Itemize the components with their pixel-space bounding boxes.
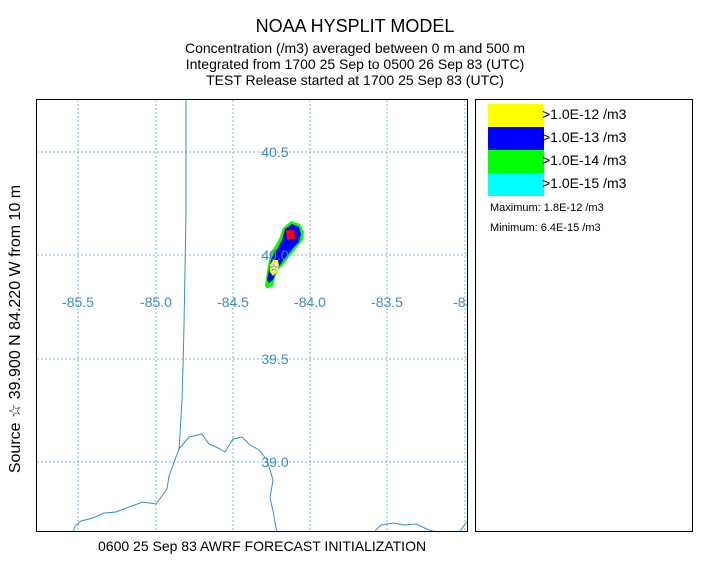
legend-label: >1.0E-14 /m3 <box>542 152 627 168</box>
forecast-initialization-label: 0600 25 Sep 83 AWRF FORECAST INITIALIZAT… <box>98 538 427 554</box>
concentration-maximum <box>286 230 295 240</box>
legend-swatch-blue <box>488 127 544 150</box>
source-star-icon: ☆ <box>270 263 279 274</box>
ohio-river-west <box>73 448 180 531</box>
concentration-map: 40.5 40.0 39.5 39.0 -85.5 -85.0 -84.5 -8… <box>36 99 468 532</box>
graticule <box>37 100 467 531</box>
lon-label-83-5: -83.5 <box>371 294 403 310</box>
lat-label-40-5: 40.5 <box>261 144 288 160</box>
grid-labels: 40.5 40.0 39.5 39.0 -85.5 -85.0 -84.5 -8… <box>62 144 468 470</box>
lon-label-84-5: -84.5 <box>217 294 249 310</box>
ohio-river <box>178 433 278 531</box>
river-east-end <box>459 521 467 531</box>
indiana-ohio-border <box>178 100 187 450</box>
source-location-label: Source ☆ 39.900 N 84.220 W from 10 m <box>7 184 24 474</box>
legend-label: >1.0E-13 /m3 <box>542 129 627 145</box>
source-marker-halo <box>271 262 277 272</box>
lon-label-85-0: -85.0 <box>140 294 172 310</box>
legend-panel: >1.0E-12 /m3 >1.0E-13 /m3 >1.0E-14 /m3 >… <box>475 99 693 532</box>
lon-label-84-0: -84.0 <box>294 294 326 310</box>
minimum-value: Minimum: 6.4E-15 /m3 <box>490 222 601 234</box>
lon-label-85-5: -85.5 <box>62 294 94 310</box>
river-east <box>374 522 436 531</box>
lat-label-39-0: 39.0 <box>261 454 288 470</box>
legend-swatch-cyan <box>488 173 544 196</box>
lat-label-39-5: 39.5 <box>261 351 288 367</box>
concentration-subtitle: Concentration (/m3) averaged between 0 m… <box>184 40 526 56</box>
legend-label: >1.0E-12 /m3 <box>542 106 627 122</box>
concentration-plume <box>265 221 304 288</box>
integration-period: Integrated from 1700 25 Sep to 0500 26 S… <box>185 56 525 72</box>
legend-label: >1.0E-15 /m3 <box>542 175 627 191</box>
legend-swatch-yellow <box>488 104 544 127</box>
state-boundaries <box>73 100 467 531</box>
map-title: NOAA HYSPLIT MODEL <box>255 16 455 36</box>
lat-label-40-0: 40.0 <box>261 247 288 263</box>
maximum-value: Maximum: 1.8E-12 /m3 <box>490 202 604 214</box>
legend-swatch-green <box>488 150 544 173</box>
lon-label-83-0: -83.0 <box>453 294 468 310</box>
release-start: TEST Release started at 1700 25 Sep 83 (… <box>206 72 504 88</box>
